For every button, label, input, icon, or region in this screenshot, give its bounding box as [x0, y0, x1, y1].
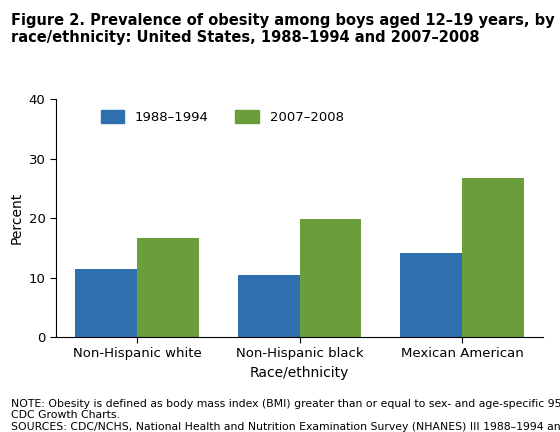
Bar: [76, 269, 137, 337]
Legend: 1988–1994, 2007–2008: 1988–1994, 2007–2008: [97, 106, 348, 128]
Bar: [462, 178, 524, 337]
Bar: [400, 253, 462, 337]
Text: Figure 2. Prevalence of obesity among boys aged 12–19 years, by
race/ethnicity: : Figure 2. Prevalence of obesity among bo…: [11, 13, 555, 45]
Y-axis label: Percent: Percent: [9, 192, 23, 244]
Bar: [238, 275, 300, 337]
Text: NOTE: Obesity is defined as body mass index (BMI) greater than or equal to sex- : NOTE: Obesity is defined as body mass in…: [11, 399, 560, 432]
X-axis label: Race/ethnicity: Race/ethnicity: [250, 366, 349, 380]
Bar: [137, 238, 199, 337]
Bar: [300, 219, 361, 337]
